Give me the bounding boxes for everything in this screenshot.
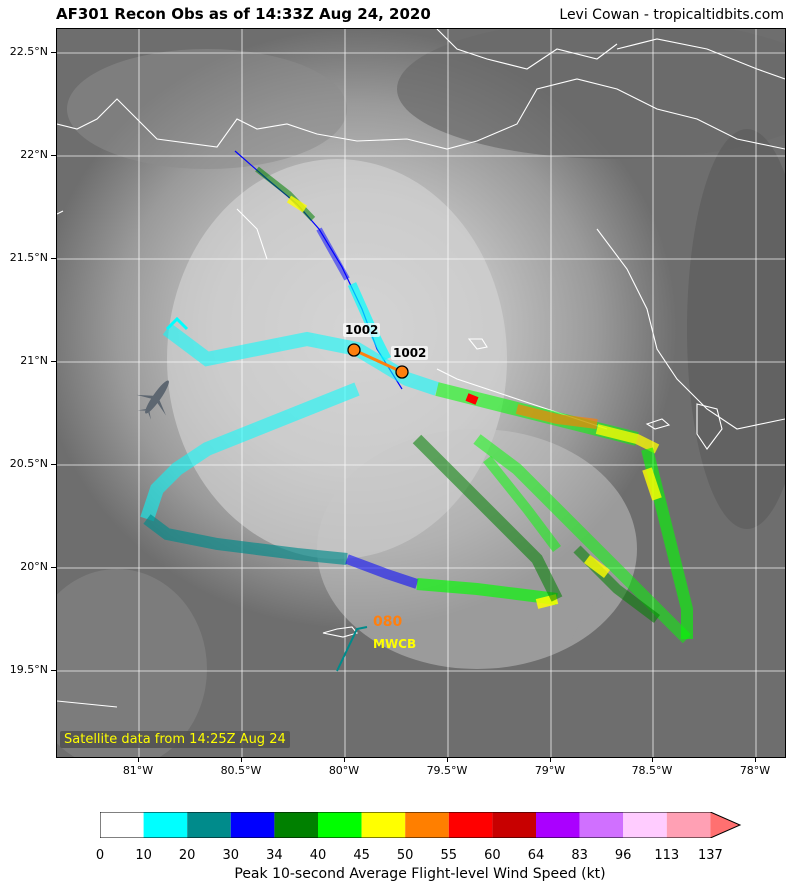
pressure-label: 1002 xyxy=(343,323,381,337)
colorbar-swatch xyxy=(361,812,406,838)
colorbar-swatch xyxy=(448,812,493,838)
x-tick-mark xyxy=(344,757,345,762)
coastlines xyxy=(57,29,785,708)
x-tick-mark xyxy=(550,757,551,762)
recon-map: 1002 1002 080 MWCB xyxy=(56,28,786,758)
credit-label: Levi Cowan - tropicaltidbits.com xyxy=(559,7,784,23)
satellite-note: Satellite data from 14:25Z Aug 24 xyxy=(60,731,290,748)
y-tick-mark xyxy=(51,361,56,362)
x-tick-label: 80.5°W xyxy=(220,764,262,777)
center-fix-track xyxy=(347,343,409,379)
colorbar-label: 55 xyxy=(440,848,458,863)
colorbar-swatch xyxy=(274,812,318,838)
y-tick-label: 22°N xyxy=(20,148,48,161)
x-tick-mark xyxy=(241,757,242,762)
y-tick-label: 20.5°N xyxy=(9,457,48,470)
colorbar-swatch xyxy=(100,812,144,838)
colorbar-swatch xyxy=(143,812,188,838)
y-tick-label: 21.5°N xyxy=(9,251,48,264)
y-tick-mark xyxy=(51,464,56,465)
colorbar-label: 64 xyxy=(527,848,545,863)
colorbar-swatch xyxy=(405,812,449,838)
colorbar-label: 113 xyxy=(654,848,680,863)
colorbar-swatch xyxy=(666,812,711,838)
y-tick-label: 19.5°N xyxy=(9,663,48,676)
colorbar-swatch xyxy=(536,812,580,838)
colorbar-label: 34 xyxy=(266,848,283,863)
y-tick-label: 20°N xyxy=(20,560,48,573)
colorbar-label: 30 xyxy=(222,848,240,863)
colorbar-label: 50 xyxy=(396,848,414,863)
aircraft-icon xyxy=(136,380,169,420)
map-canvas xyxy=(57,29,785,757)
x-tick-label: 78°W xyxy=(739,764,771,777)
y-tick-mark xyxy=(51,155,56,156)
y-tick-mark xyxy=(51,52,56,53)
x-tick-mark xyxy=(138,757,139,762)
pressure-label: 1002 xyxy=(391,346,429,360)
colorbar-swatch xyxy=(579,812,624,838)
colorbar-swatch xyxy=(318,812,362,838)
colorbar-label: 10 xyxy=(135,848,152,863)
colorbar-extend-arrow xyxy=(710,812,740,838)
y-tick-label: 22.5°N xyxy=(9,45,48,58)
colorbar-title: Peak 10-second Average Flight-level Wind… xyxy=(234,866,606,882)
x-tick-mark xyxy=(447,757,448,762)
flight-track xyxy=(140,150,693,672)
colorbar-swatches xyxy=(99,811,742,839)
x-tick-label: 78.5°W xyxy=(631,764,673,777)
map-title: AF301 Recon Obs as of 14:33Z Aug 24, 202… xyxy=(56,5,431,23)
y-tick-label: 21°N xyxy=(20,354,48,367)
satellite-texture xyxy=(57,29,785,757)
colorbar-swatch xyxy=(623,812,667,838)
center-fix-marker xyxy=(347,343,361,357)
observation-value: 080 xyxy=(373,614,403,630)
y-tick-mark xyxy=(51,567,56,568)
x-tick-label: 79.5°W xyxy=(426,764,468,777)
colorbar-label: 60 xyxy=(484,848,501,863)
observation-station-id: MWCB xyxy=(373,637,417,651)
colorbar-label: 20 xyxy=(178,848,196,863)
colorbar-label: 45 xyxy=(353,848,370,863)
colorbar-label: 83 xyxy=(571,848,588,863)
y-tick-mark xyxy=(51,258,56,259)
colorbar-swatch xyxy=(230,812,275,838)
colorbar-label: 96 xyxy=(614,848,632,863)
x-tick-label: 81°W xyxy=(122,764,154,777)
x-tick-label: 80°W xyxy=(328,764,360,777)
center-fix-marker xyxy=(395,365,409,379)
colorbar-label: 0 xyxy=(95,848,105,863)
wind-speed-colorbar xyxy=(99,811,742,839)
y-tick-mark xyxy=(51,670,56,671)
x-tick-label: 79°W xyxy=(534,764,566,777)
colorbar-label: 137 xyxy=(697,848,723,863)
colorbar-swatch xyxy=(187,812,231,838)
colorbar-label: 40 xyxy=(309,848,327,863)
x-tick-mark xyxy=(652,757,653,762)
x-tick-mark xyxy=(755,757,756,762)
graticule xyxy=(57,29,785,757)
colorbar-swatch xyxy=(492,812,536,838)
